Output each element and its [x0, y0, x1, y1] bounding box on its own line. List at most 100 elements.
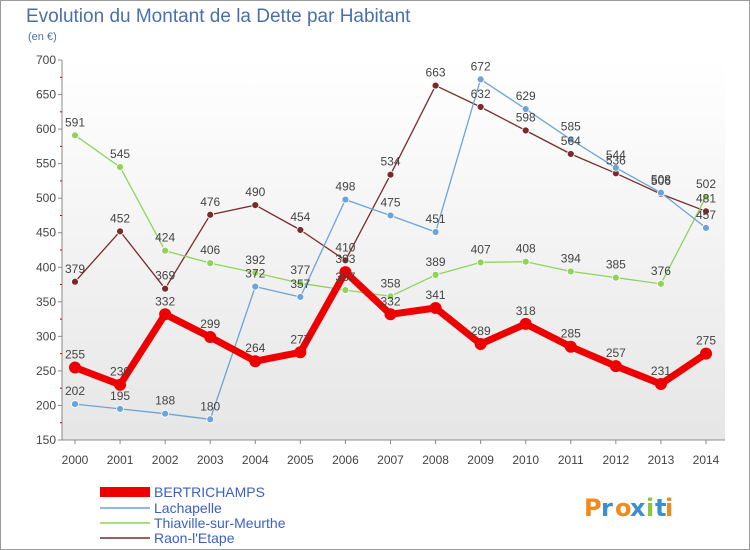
data-point-raon-l-etape	[206, 210, 215, 219]
data-label: 379	[65, 262, 85, 276]
y-tick-label: 300	[36, 329, 56, 343]
data-point-thiaville-sur-meurthe	[566, 267, 575, 276]
data-point-bertrichamps	[159, 308, 172, 321]
y-tick-label: 600	[36, 122, 56, 136]
data-label: 358	[380, 276, 400, 290]
data-label: 454	[290, 210, 310, 224]
data-point-lachapelle	[566, 135, 575, 144]
data-label: 452	[110, 211, 130, 225]
x-tick-label: 2014	[693, 453, 720, 467]
data-label: 408	[516, 242, 536, 256]
data-label: 275	[696, 334, 716, 348]
data-label: 357	[290, 277, 310, 291]
data-point-thiaville-sur-meurthe	[521, 257, 530, 266]
y-tick-label: 700	[36, 53, 56, 67]
x-tick-label: 2004	[242, 453, 269, 467]
data-point-lachapelle	[251, 282, 260, 291]
data-label: 392	[245, 253, 265, 267]
chart-subtitle: (en €)	[28, 31, 57, 43]
x-tick-label: 2005	[287, 453, 314, 467]
data-label: 341	[426, 288, 446, 302]
data-point-thiaville-sur-meurthe	[206, 259, 215, 268]
data-label: 663	[426, 66, 446, 80]
data-point-bertrichamps	[69, 361, 81, 374]
data-point-raon-l-etape	[431, 81, 440, 90]
logo-letter: P	[584, 494, 602, 522]
x-tick-label: 2003	[197, 453, 224, 467]
data-point-thiaville-sur-meurthe	[476, 258, 485, 267]
data-label: 451	[426, 212, 446, 226]
x-tick-label: 2012	[603, 453, 630, 467]
data-point-thiaville-sur-meurthe	[431, 270, 440, 279]
data-label: 332	[380, 294, 400, 308]
data-label: 257	[606, 346, 626, 360]
data-label: 632	[471, 87, 491, 101]
data-point-bertrichamps	[609, 360, 622, 373]
data-label: 564	[561, 134, 581, 148]
data-labels: 255 230 332 299 264 277 393 332 341 289 318 285 257 2…	[65, 59, 716, 413]
data-label: 255	[65, 347, 85, 361]
data-label: 481	[696, 191, 716, 205]
logo-letter: i	[665, 494, 673, 522]
legend-label-raon-l-etape: Raon-l'Etape	[154, 530, 235, 546]
chart-title: Evolution du Montant de la Dette par Hab…	[26, 6, 411, 27]
data-label: 377	[290, 263, 310, 277]
y-tick-label: 450	[36, 226, 56, 240]
data-label: 231	[651, 364, 671, 378]
data-label: 545	[110, 147, 130, 161]
data-label: 188	[155, 394, 175, 408]
data-label: 376	[651, 264, 671, 278]
x-tick-label: 2000	[62, 453, 89, 467]
data-point-bertrichamps	[654, 378, 667, 391]
data-label: 502	[696, 177, 716, 191]
data-label: 544	[606, 148, 626, 162]
data-label: 534	[380, 155, 400, 169]
data-label: 285	[561, 327, 581, 341]
x-tick-label: 2006	[332, 453, 359, 467]
data-point-raon-l-etape	[386, 170, 395, 179]
data-point-lachapelle	[116, 405, 124, 413]
data-label: 385	[606, 258, 626, 272]
data-point-lachapelle	[341, 195, 350, 204]
data-point-bertrichamps	[384, 308, 397, 321]
x-tick-label: 2007	[377, 453, 404, 467]
data-point-raon-l-etape	[341, 256, 350, 265]
data-point-lachapelle	[476, 75, 485, 84]
legend-label-bertrichamps: BERTRICHAMPS	[154, 484, 265, 500]
data-label: 277	[290, 332, 310, 346]
data-label: 202	[65, 384, 85, 398]
data-point-bertrichamps	[429, 302, 442, 315]
data-label: 457	[696, 208, 716, 222]
data-label: 591	[65, 115, 85, 129]
data-label: 585	[561, 119, 581, 133]
data-label: 406	[200, 243, 220, 257]
data-label: 629	[516, 89, 536, 103]
data-point-raon-l-etape	[702, 207, 710, 216]
legend: BERTRICHAMPSLachapelleThiaville-sur-Meur…	[100, 484, 286, 546]
y-tick-label: 250	[36, 364, 56, 378]
x-tick-label: 2008	[422, 453, 449, 467]
data-label: 394	[561, 251, 581, 265]
y-tick-label: 350	[36, 295, 56, 309]
x-tick-label: 2009	[467, 453, 494, 467]
data-label: 230	[110, 365, 130, 379]
y-tick-label: 150	[36, 433, 56, 447]
data-point-bertrichamps	[339, 266, 352, 279]
y-tick-label: 400	[36, 260, 56, 274]
axes: 150 200 250 300 350 400 450 500 550 600 650 700 2000…	[36, 53, 725, 467]
data-point-raon-l-etape	[116, 227, 124, 236]
logo-letter: x	[630, 494, 646, 522]
data-label: 407	[471, 242, 491, 256]
data-point-thiaville-sur-meurthe	[341, 286, 350, 294]
data-label: 389	[426, 255, 446, 269]
logo-letter: o	[615, 494, 632, 522]
y-tick-label: 650	[36, 88, 56, 102]
data-point-bertrichamps	[474, 337, 487, 350]
data-point-raon-l-etape	[566, 150, 575, 158]
x-tick-label: 2001	[107, 453, 134, 467]
data-point-bertrichamps	[294, 346, 307, 359]
data-point-raon-l-etape	[251, 201, 260, 209]
